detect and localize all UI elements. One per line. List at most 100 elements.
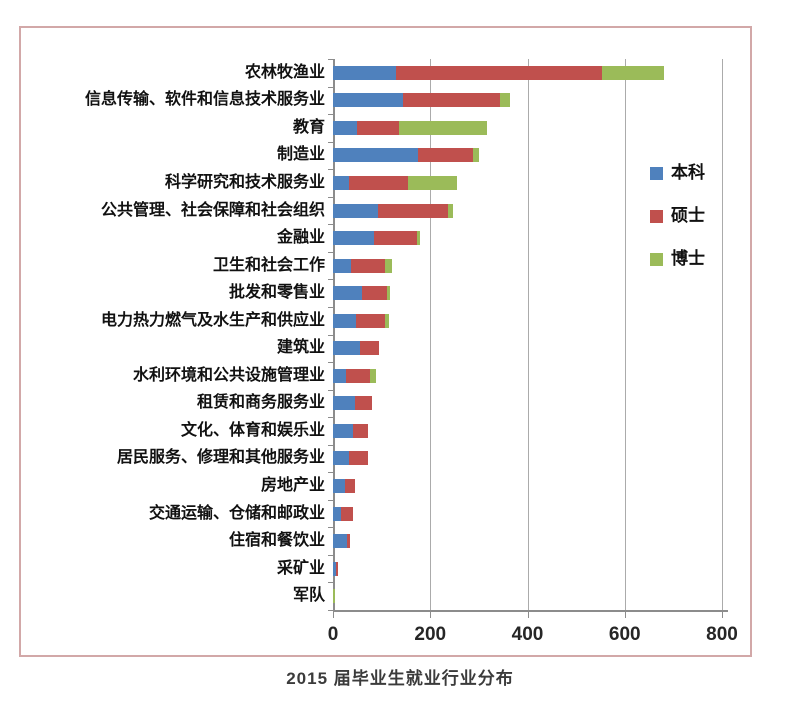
- y-axis-tick: [328, 279, 333, 281]
- bar-segment-doctor: [399, 120, 487, 135]
- category-label: 批发和零售业: [228, 284, 325, 302]
- x-axis-tick-label: 200: [414, 624, 447, 645]
- y-axis-tick: [328, 362, 333, 364]
- bar-segment-master: [345, 479, 355, 494]
- bar-segment-master: [354, 396, 372, 411]
- x-axis-tick: [527, 612, 529, 618]
- bar-segment-master: [359, 341, 380, 356]
- category-label: 农林牧渔业: [244, 63, 325, 81]
- bar-segment-doctor: [333, 589, 336, 604]
- bar-segment-bachelor: [333, 65, 397, 80]
- x-axis-line: [333, 610, 728, 612]
- legend-swatch-master-icon: [650, 209, 663, 223]
- bar-segment-bachelor: [333, 148, 418, 163]
- bar-segment-master: [348, 175, 409, 190]
- category-label: 建筑业: [276, 339, 325, 357]
- gridline-x-600: [624, 59, 626, 610]
- category-label: 电力热力燃气及水生产和供应业: [100, 311, 325, 329]
- category-label: 教育: [292, 118, 325, 136]
- bar-segment-bachelor: [333, 120, 357, 135]
- gridline-x-400: [527, 59, 529, 610]
- category-label: 科学研究和技术服务业: [164, 173, 325, 191]
- bar-segment-master: [353, 423, 368, 438]
- chart-frame: [19, 26, 752, 657]
- bar-segment-doctor: [417, 231, 420, 246]
- y-axis-tick: [328, 251, 333, 253]
- y-axis-tick: [328, 582, 333, 584]
- y-axis-tick: [328, 527, 333, 529]
- category-label: 信息传输、软件和信息技术服务业: [84, 91, 325, 109]
- bar-segment-master: [403, 93, 501, 108]
- y-axis-tick: [328, 59, 333, 60]
- y-axis-tick: [328, 444, 333, 446]
- bar-segment-bachelor: [333, 313, 357, 328]
- y-axis-tick: [328, 610, 333, 611]
- bar-segment-doctor: [408, 175, 457, 190]
- bar-segment-master: [356, 120, 400, 135]
- y-axis-tick: [328, 224, 333, 226]
- legend-swatch-doctor-icon: [650, 252, 663, 266]
- y-axis-tick: [328, 472, 333, 474]
- y-axis-tick: [328, 86, 333, 88]
- y-axis-tick: [328, 141, 333, 143]
- x-axis-tick: [430, 612, 432, 618]
- bar-segment-doctor: [385, 258, 393, 273]
- category-label: 交通运输、仓储和邮政业: [148, 504, 325, 522]
- bar-segment-master: [374, 231, 418, 246]
- legend-label-doctor: 博士: [671, 249, 705, 268]
- x-axis-tick-label: 400: [511, 624, 544, 645]
- category-label: 租赁和商务服务业: [196, 394, 325, 412]
- x-axis-tick: [722, 612, 723, 618]
- bar-segment-bachelor: [333, 479, 346, 494]
- chart-title: 2015 届毕业生就业行业分布: [286, 669, 514, 688]
- bar-segment-master: [417, 148, 473, 163]
- bar-segment-master: [377, 203, 449, 218]
- legend-label-master: 硕士: [671, 206, 705, 225]
- category-label: 卫生和社会工作: [212, 256, 325, 274]
- bar-segment-bachelor: [333, 286, 363, 301]
- bar-segment-doctor: [448, 203, 453, 218]
- bar-segment-master: [345, 368, 370, 383]
- category-label: 水利环境和公共设施管理业: [132, 366, 325, 384]
- bar-segment-master: [336, 561, 339, 576]
- x-axis-tick-label: 600: [608, 624, 641, 645]
- y-axis-tick: [328, 334, 333, 336]
- x-axis-tick-label: 0: [327, 624, 339, 645]
- bar-segment-bachelor: [333, 561, 337, 576]
- legend-item-doctor: 博士: [650, 249, 705, 269]
- bar-segment-master: [362, 286, 388, 301]
- legend-item-master: 硕士: [650, 206, 705, 226]
- y-axis-line: [333, 59, 335, 612]
- bar-segment-master: [396, 65, 602, 80]
- bar-segment-bachelor: [333, 534, 347, 549]
- bar-segment-bachelor: [333, 368, 346, 383]
- y-axis-tick: [328, 196, 333, 198]
- x-axis-tick: [333, 612, 334, 618]
- bar-segment-bachelor: [333, 423, 354, 438]
- category-label: 住宿和餐饮业: [228, 532, 325, 550]
- bar-segment-bachelor: [333, 341, 360, 356]
- bar-segment-doctor: [369, 368, 376, 383]
- y-axis-tick: [328, 114, 333, 116]
- category-label: 制造业: [276, 146, 325, 164]
- category-label: 居民服务、修理和其他服务业: [116, 449, 325, 467]
- bar-segment-master: [356, 313, 385, 328]
- bar-segment-doctor: [601, 65, 664, 80]
- bar-segment-master: [346, 534, 351, 549]
- bar-segment-bachelor: [333, 506, 342, 521]
- y-axis-tick: [328, 499, 333, 501]
- category-label: 文化、体育和娱乐业: [180, 421, 325, 439]
- category-label: 金融业: [276, 229, 325, 247]
- category-label: 房地产业: [260, 477, 325, 495]
- y-axis-tick: [328, 417, 333, 419]
- bar-segment-bachelor: [333, 175, 349, 190]
- legend-label-bachelor: 本科: [671, 163, 705, 182]
- bar-segment-master: [350, 258, 386, 273]
- bar-segment-doctor: [472, 148, 480, 163]
- legend-item-bachelor: 本科: [650, 163, 705, 183]
- gridline-x-200: [430, 59, 432, 610]
- bar-segment-doctor: [384, 313, 390, 328]
- category-label: 军队: [292, 587, 325, 605]
- bar-segment-bachelor: [333, 396, 355, 411]
